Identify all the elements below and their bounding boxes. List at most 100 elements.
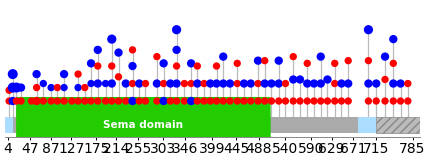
Point (220, 55, 227, 58)
Point (227, 82, 233, 85)
Point (194, 100, 201, 102)
Point (240, 100, 247, 102)
Point (181, 100, 188, 102)
Point (173, 65, 180, 67)
Point (310, 82, 317, 85)
Point (129, 82, 136, 85)
Point (397, 100, 404, 102)
Point (108, 82, 115, 85)
Point (290, 78, 297, 81)
Bar (376, 117, 420, 133)
Point (317, 100, 324, 102)
Point (365, 28, 372, 31)
Point (13, 100, 20, 102)
Point (345, 82, 352, 85)
Point (108, 100, 115, 102)
Point (247, 100, 254, 102)
FancyBboxPatch shape (16, 97, 271, 153)
Point (290, 100, 297, 102)
Point (9, 86, 16, 89)
Bar (6, 117, 13, 133)
Point (94, 82, 101, 85)
Point (94, 100, 101, 102)
Point (136, 100, 143, 102)
Point (173, 100, 180, 102)
Point (240, 82, 247, 85)
Point (9, 100, 16, 102)
Point (282, 82, 289, 85)
Point (75, 73, 82, 75)
Text: Sema domain: Sema domain (103, 120, 184, 130)
Point (94, 65, 101, 67)
Point (220, 100, 227, 102)
Point (345, 59, 352, 62)
Point (33, 86, 40, 89)
Point (297, 100, 304, 102)
Point (173, 49, 180, 51)
Point (365, 100, 372, 102)
Point (61, 86, 68, 89)
Point (75, 86, 82, 89)
Point (129, 49, 136, 51)
Point (94, 49, 101, 51)
Point (304, 82, 311, 85)
Point (129, 100, 136, 102)
Point (234, 100, 241, 102)
Point (108, 65, 115, 67)
Point (61, 100, 68, 102)
Point (317, 82, 324, 85)
Point (381, 55, 388, 58)
Point (33, 100, 40, 102)
Bar (358, 117, 376, 133)
Point (154, 100, 160, 102)
Point (404, 82, 411, 85)
Point (154, 82, 160, 85)
Point (18, 86, 25, 89)
Point (304, 62, 311, 65)
Point (234, 62, 241, 65)
Point (331, 82, 338, 85)
Point (201, 100, 208, 102)
Point (115, 51, 122, 54)
Point (167, 100, 174, 102)
Point (142, 100, 149, 102)
Point (255, 59, 261, 62)
Point (48, 100, 55, 102)
Point (220, 82, 227, 85)
Point (167, 82, 174, 85)
Point (373, 82, 380, 85)
Point (390, 62, 397, 65)
Point (207, 100, 214, 102)
Point (54, 100, 61, 102)
Point (390, 82, 397, 85)
Point (88, 62, 95, 65)
Point (102, 100, 109, 102)
Point (397, 82, 404, 85)
Point (297, 78, 304, 81)
Point (282, 100, 289, 102)
Point (310, 100, 317, 102)
Point (275, 82, 282, 85)
Point (261, 100, 268, 102)
Point (268, 82, 275, 85)
Point (247, 82, 254, 85)
Point (154, 55, 160, 58)
Point (275, 59, 282, 62)
Point (108, 38, 115, 40)
Point (304, 100, 311, 102)
Point (381, 100, 388, 102)
Bar (270, 117, 358, 133)
Point (390, 100, 397, 102)
Point (338, 100, 345, 102)
Point (324, 100, 331, 102)
Point (255, 100, 261, 102)
Point (28, 100, 35, 102)
Point (102, 82, 109, 85)
Point (365, 82, 372, 85)
Point (81, 100, 88, 102)
Point (6, 89, 12, 92)
Point (187, 82, 194, 85)
Point (160, 62, 167, 65)
Point (194, 65, 201, 67)
Point (173, 28, 180, 31)
